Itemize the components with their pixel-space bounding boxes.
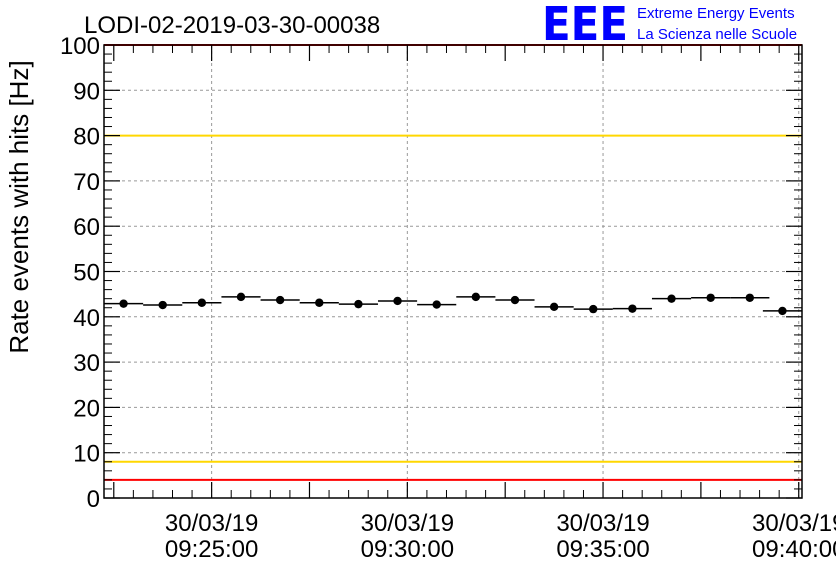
data-point [778, 306, 787, 316]
x-tick-label-time: 09:25:00 [165, 536, 258, 563]
chart-title: LODI-02-2019-03-30-00038 [84, 12, 380, 39]
axis-ticks [104, 44, 802, 499]
y-tick-label: 30 [73, 350, 100, 377]
y-tick-label: 0 [87, 486, 100, 513]
x-tick-label-time: 09:30:00 [361, 536, 454, 563]
logo-line-2: La Scienza nelle Scuole [637, 26, 797, 43]
data-point [197, 298, 207, 307]
x-tick-labels: 30/03/1909:25:0030/03/1909:30:0030/03/19… [165, 510, 836, 563]
data-point [549, 302, 559, 312]
x-tick-label-time: 09:40:00 [752, 536, 836, 563]
y-tick-label: 100 [60, 33, 100, 60]
data-point [667, 294, 676, 303]
data-point [471, 292, 481, 302]
y-tick-label: 10 [73, 441, 100, 468]
logo-line-1: Extreme Energy Events [637, 5, 795, 22]
x-tick-label-date: 30/03/19 [165, 510, 258, 537]
y-tick-label: 90 [73, 78, 100, 105]
data-point [393, 296, 402, 306]
data-point [275, 295, 285, 305]
data-point [510, 295, 520, 305]
data-point [628, 304, 637, 313]
x-tick-label-date: 30/03/19 [361, 510, 454, 537]
data-point [706, 293, 715, 302]
data-point [432, 300, 441, 309]
x-tick-label-time: 09:35:00 [556, 536, 649, 563]
data-point [119, 299, 128, 308]
y-axis-label: Rate events with hits [Hz] [4, 60, 34, 353]
data-points [104, 292, 802, 316]
x-tick-label-date: 30/03/19 [752, 510, 836, 537]
data-point [589, 304, 598, 314]
y-tick-label: 60 [73, 214, 100, 241]
data-point [354, 299, 363, 309]
y-tick-label: 80 [73, 124, 100, 151]
y-tick-label: 70 [73, 169, 100, 196]
data-point [745, 293, 755, 302]
y-tick-label: 40 [73, 305, 100, 332]
data-point [315, 298, 324, 307]
reference-lines [104, 44, 802, 481]
data-point [158, 300, 167, 310]
logo-letters: EEE [542, 0, 628, 51]
eee-logo: EEE Extreme Energy Events La Scienza nel… [542, 0, 797, 51]
x-tick-label-date: 30/03/19 [556, 510, 649, 537]
grid [104, 45, 802, 498]
data-point [236, 292, 246, 302]
y-tick-labels: 0 10 20 30 40 50 60 70 80 90 100 [60, 33, 100, 513]
y-tick-label: 20 [73, 395, 100, 422]
y-tick-label: 50 [73, 260, 100, 287]
